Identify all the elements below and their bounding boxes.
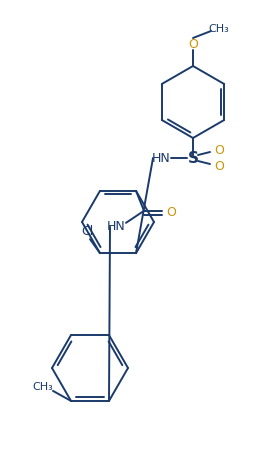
Text: O: O bbox=[188, 37, 198, 51]
Text: HN: HN bbox=[107, 220, 125, 233]
Text: Cl: Cl bbox=[81, 225, 93, 238]
Text: O: O bbox=[214, 160, 224, 172]
Text: HN: HN bbox=[152, 152, 171, 165]
Text: S: S bbox=[188, 150, 198, 165]
Text: O: O bbox=[214, 143, 224, 156]
Text: CH₃: CH₃ bbox=[33, 382, 53, 392]
Text: O: O bbox=[166, 207, 176, 219]
Text: CH₃: CH₃ bbox=[209, 24, 229, 34]
